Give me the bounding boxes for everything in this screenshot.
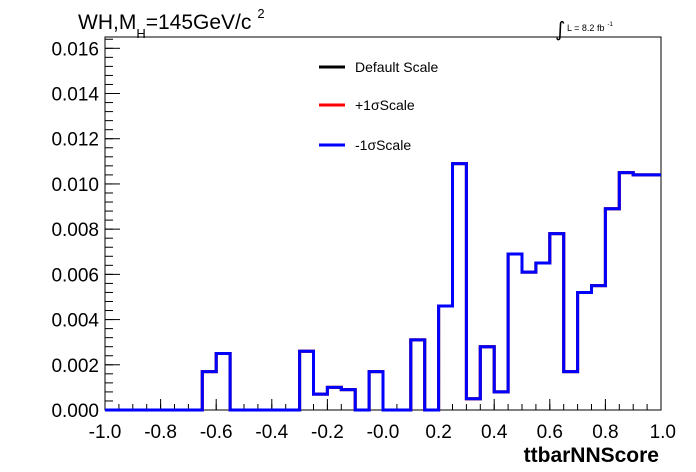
y-axis: 0.000 0.002 0.004 0.006 0.008 0.010 0.012 0.014…: [51, 38, 120, 422]
y-tick-label: 0.012: [51, 130, 99, 151]
x-tick-label: 0.6: [537, 422, 563, 443]
legend-entry-label: Default Scale: [355, 59, 438, 75]
plot-title: WH,MH=145GeV/c 2: [78, 6, 265, 41]
legend-entry-label: -1σScale: [355, 137, 411, 153]
x-tick-label: -0.2: [311, 422, 344, 443]
lumi-integral-symbol: ∫: [555, 17, 565, 41]
x-tick-label: -0.0: [367, 422, 400, 443]
lumi-superscript: -1: [607, 22, 613, 28]
y-tick-label: 0.000: [51, 401, 99, 422]
series-line-2: [105, 162, 661, 412]
x-tick-label: -0.4: [255, 422, 288, 443]
x-tick-label: 0.2: [425, 422, 451, 443]
x-tick-label: -1.0: [89, 422, 122, 443]
x-tick-label: 0.4: [481, 422, 508, 443]
y-tick-label: 0.014: [51, 85, 99, 106]
legend: Default Scale +1σScale -1σScale: [319, 59, 438, 153]
title-main: WH,M: [78, 11, 136, 34]
y-tick-label: 0.006: [51, 265, 99, 286]
x-tick-label: -0.8: [144, 422, 177, 443]
x-tick-label: -0.6: [200, 422, 233, 443]
y-tick-label: 0.002: [51, 356, 99, 377]
y-tick-label: 0.008: [51, 220, 99, 241]
title-superscript: 2: [257, 6, 264, 21]
lumi-label: L = 8.2 fb -1: [567, 22, 613, 33]
title-subscript: H: [136, 26, 145, 41]
x-axis-title: ttbarNNScore: [524, 444, 659, 467]
x-tick-label: 1.0: [650, 422, 676, 443]
x-tick-label: 0.8: [592, 422, 618, 443]
y-tick-label: 0.016: [51, 39, 99, 60]
lumi-text: L = 8.2 fb: [567, 23, 604, 33]
series-layer: [105, 162, 661, 412]
x-axis: -1.0 -0.8 -0.6 -0.4 -0.2 -0.0 0.2 0.4 0.6 0.8 1.0: [89, 399, 676, 443]
y-tick-label: 0.010: [51, 175, 99, 196]
title-rest: =145GeV/c: [146, 11, 252, 34]
legend-entry-label: +1σScale: [355, 97, 415, 113]
y-tick-label: 0.004: [51, 311, 99, 332]
